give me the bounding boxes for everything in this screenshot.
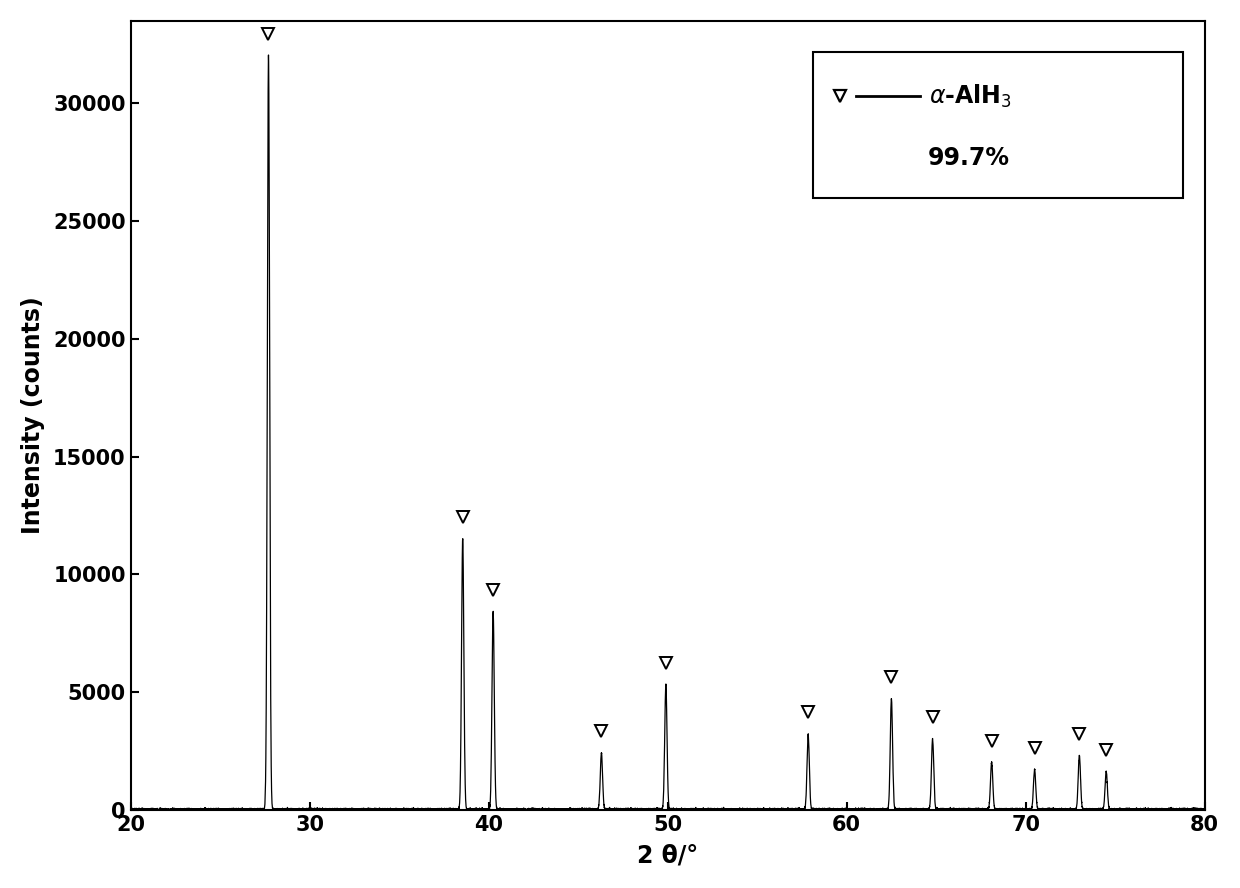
Text: 99.7%: 99.7%	[928, 146, 1009, 170]
FancyBboxPatch shape	[812, 52, 1183, 198]
Text: $\alpha$-AlH$_3$: $\alpha$-AlH$_3$	[929, 83, 1012, 110]
Y-axis label: Intensity (counts): Intensity (counts)	[21, 297, 45, 535]
X-axis label: 2 θ/°: 2 θ/°	[637, 844, 698, 868]
